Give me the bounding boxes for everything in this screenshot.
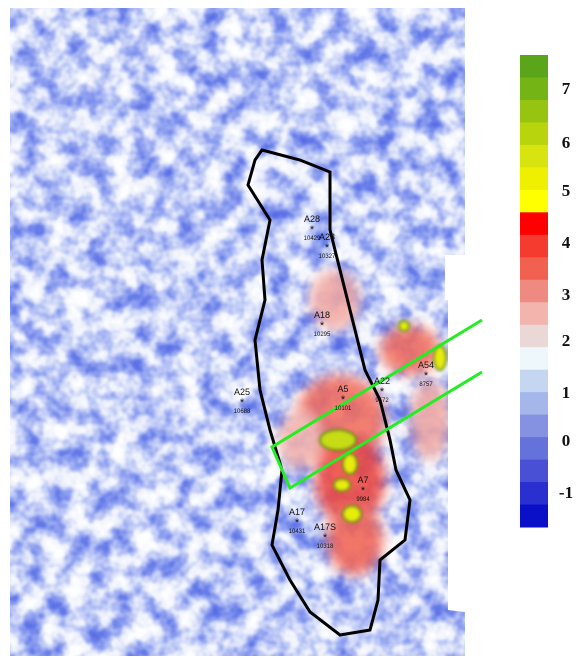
well-id: 10429 [304,236,321,242]
field-outline [246,148,412,637]
colorbar-swatch [520,347,548,371]
colorbar-label: 1 [562,383,571,402]
colorbar-swatch [520,55,548,78]
colorbar-label: 2 [562,331,571,350]
well-id: 10101 [335,406,352,412]
colorbar-swatch [520,279,548,303]
colorbar-swatch [520,144,548,168]
well-marker: * [320,320,325,332]
well-marker: * [310,224,315,236]
colorbar-swatch [520,234,548,258]
colorbar-swatch [520,212,548,236]
colorbar-swatch [520,459,548,483]
colorbar-swatch [520,437,548,461]
colorbar-swatch [520,122,548,146]
well-marker: * [240,397,245,409]
anomaly-yellow [319,320,447,523]
colorbar-label: 6 [562,133,571,152]
section-box [270,318,483,491]
well-id: 10327 [319,254,336,260]
colorbar-swatch [520,302,548,326]
well-marker: * [341,394,346,406]
colorbar-label: 3 [562,285,571,304]
well-id: 10318 [317,544,334,550]
well-marker: * [361,485,366,497]
well-name: A7 [357,475,368,485]
well-id: 9984 [356,497,370,503]
colorbar-label: -1 [559,483,573,502]
colorbar-swatch [520,189,548,213]
well-name: A28 [304,214,320,224]
colorbar-swatch [520,504,548,528]
colorbar-label: 0 [562,431,571,450]
well-name: A22 [374,376,390,386]
well-marker: * [325,242,330,254]
colorbar-swatch [520,257,548,281]
attribute-texture [10,8,465,656]
colorbar-label: 5 [562,181,571,200]
colorbar-swatch [520,482,548,506]
well-marker: * [295,517,300,529]
well-name: A17 [289,507,305,517]
well-id: 10295 [314,332,331,338]
well-marker: * [380,386,385,398]
colorbar: 7 6 5 4 3 2 1 0 -1 [520,55,573,528]
well-name: A18 [314,310,330,320]
colorbar-swatch [520,369,548,393]
colorbar-swatch [520,167,548,191]
colorbar-label: 7 [562,79,571,98]
well-id: 8757 [419,382,433,388]
colorbar-swatch [520,414,548,438]
wells: A28*10429A28*10327A18*10295A5*10101A22*9… [234,214,434,550]
well-id: 9572 [375,398,389,404]
colorbar-swatch [520,392,548,416]
colorbar-swatch [520,77,548,101]
colorbar-swatch [520,99,548,123]
well-marker: * [323,532,328,544]
well-name: A17S [314,522,336,532]
colorbar-label: 4 [562,233,571,252]
well-id: 10688 [234,409,251,415]
well-name: A5 [337,384,348,394]
well-name: A25 [234,387,250,397]
well-name: A54 [418,360,434,370]
well-name: A28 [319,232,335,242]
well-marker: * [424,370,429,382]
map-area [10,8,465,656]
well-id: 10431 [289,529,306,535]
colorbar-swatch [520,324,548,348]
